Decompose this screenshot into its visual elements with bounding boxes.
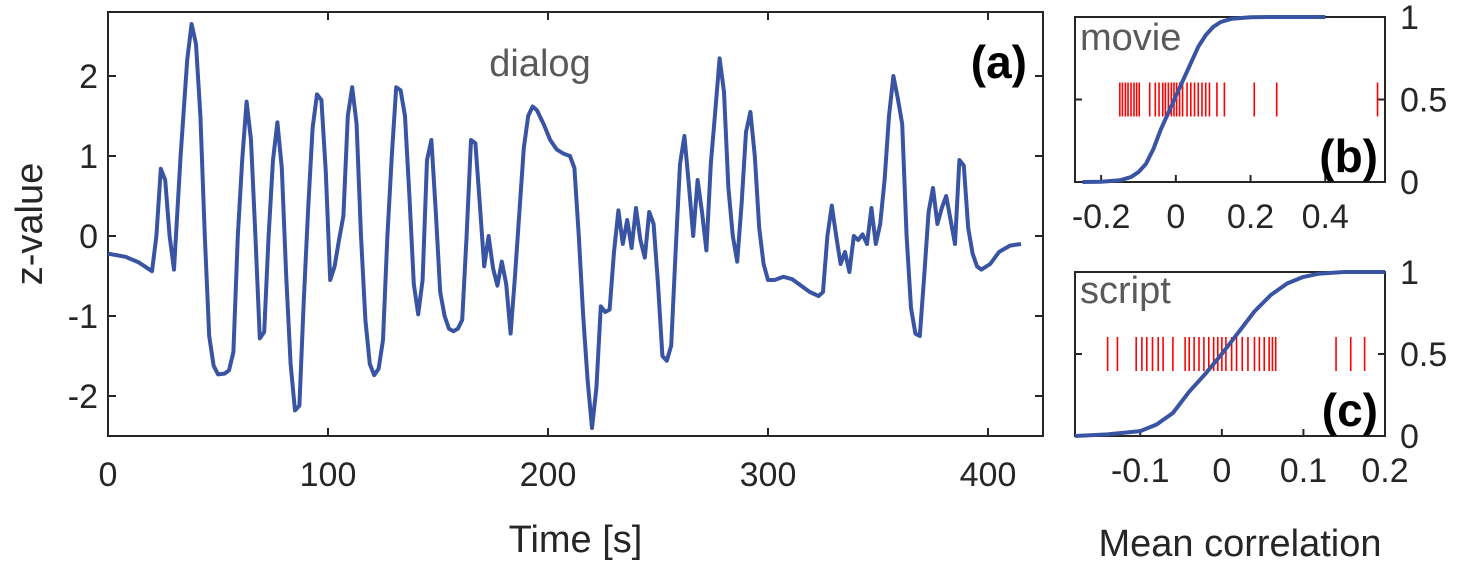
x-axis-label: Time [s] (509, 519, 643, 561)
y-tick-label: 0 (79, 218, 98, 256)
x-tick-label: 0.4 (1302, 198, 1349, 236)
x-tick-label: 0.2 (1361, 452, 1408, 490)
x-tick-label: 0.1 (1280, 452, 1327, 490)
y-axis-label: z-value (9, 163, 51, 286)
y-tick-label: 2 (79, 58, 98, 96)
x-tick-label: 300 (740, 456, 797, 494)
x-tick-label: -0.1 (1111, 452, 1170, 490)
panel-label: (b) (1319, 130, 1378, 182)
y-tick-label: -2 (68, 378, 98, 416)
panel-a-dialog: 0 100 200 300 400 -2 -1 0 1 2 dialog (a) Time [s] z-v… (9, 11, 1044, 561)
annotation-script: script (1080, 270, 1171, 312)
x-tick-label: 0 (99, 456, 118, 494)
x-axis-label: Mean correlation (1098, 523, 1381, 561)
panel-label: (c) (1322, 384, 1378, 436)
y-tick-label: 1 (79, 138, 98, 176)
x-tick-label: 400 (960, 456, 1017, 494)
plot-area-frame (107, 11, 1044, 437)
x-tick-label: 0.2 (1227, 198, 1274, 236)
cdf-curve (1074, 270, 1385, 438)
y-tick-label: 1 (1400, 0, 1419, 37)
cdf-curve (1082, 15, 1326, 184)
y-tick-label: 0.5 (1400, 82, 1447, 120)
x-tick-label: 0 (1212, 452, 1231, 490)
x-tick-label: 0 (1166, 198, 1185, 236)
panel-label-a: (a) (971, 36, 1027, 88)
x-tick-label: 200 (520, 456, 577, 494)
series-line-dialog (107, 22, 1022, 430)
annotation-dialog: dialog (489, 43, 590, 85)
x-tick-label: -0.2 (1072, 198, 1131, 236)
annotation-movie: movie (1080, 17, 1181, 59)
x-tick-label: 100 (300, 456, 357, 494)
y-tick-label: 1 (1400, 254, 1419, 292)
panel-b-movie: -0.2 0 0.2 0.4 0 0.5 1 movie (b) (1072, 0, 1447, 236)
y-tick-label: -1 (68, 298, 98, 336)
y-tick-label: 0 (1400, 164, 1419, 202)
y-tick-label: 0 (1400, 418, 1419, 456)
y-tick-label: 0.5 (1400, 336, 1447, 374)
